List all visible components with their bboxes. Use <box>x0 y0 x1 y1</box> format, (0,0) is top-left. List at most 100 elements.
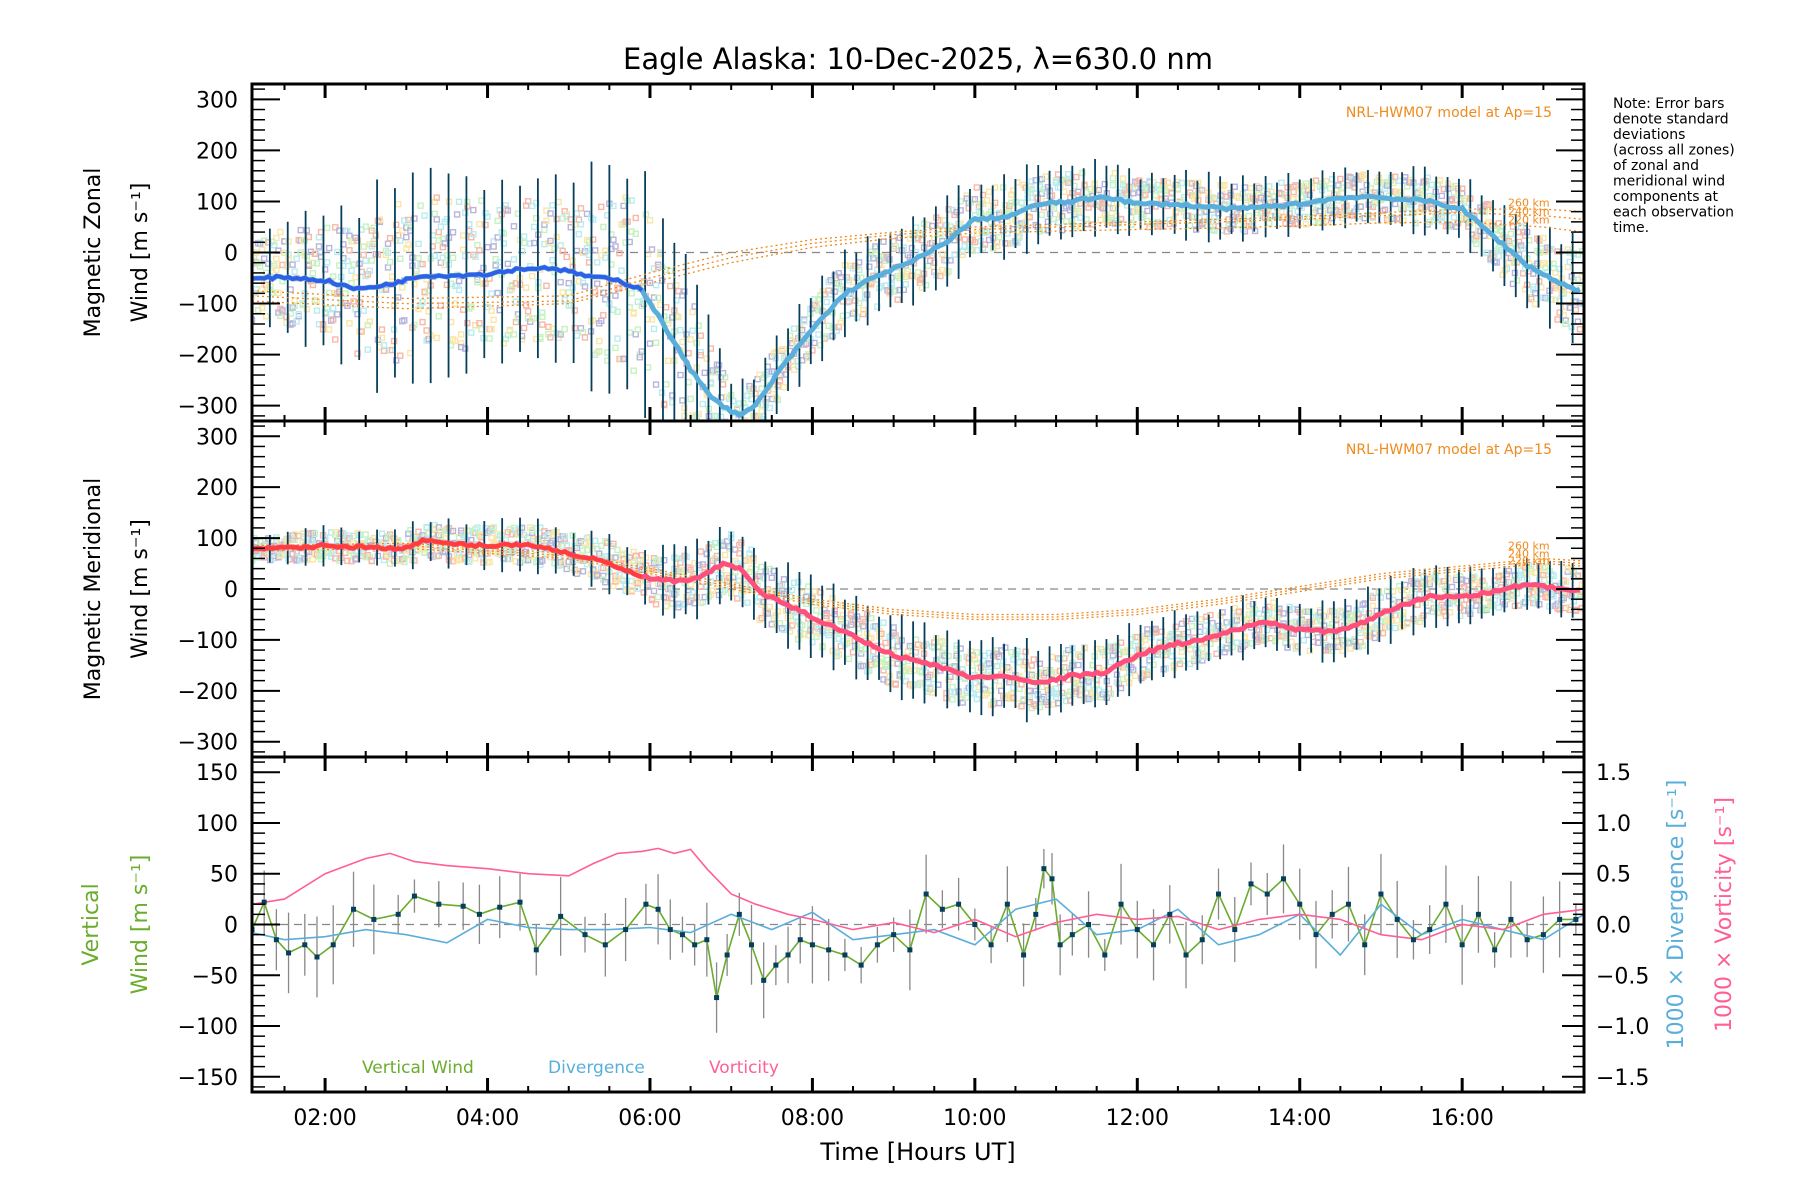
mean-wind-line <box>252 193 1581 418</box>
zone-point <box>1132 672 1139 680</box>
zone-point <box>1085 684 1092 692</box>
zone-point <box>451 300 459 307</box>
zone-point <box>596 337 603 345</box>
zone-point <box>894 296 901 303</box>
zone-point <box>1130 190 1137 197</box>
zone-point <box>325 326 333 333</box>
zone-point <box>1495 220 1502 227</box>
zone-point <box>547 237 554 245</box>
zone-point <box>327 311 335 318</box>
zone-point <box>441 240 449 247</box>
zone-point <box>660 401 668 409</box>
zone-point <box>1249 220 1257 227</box>
zone-point <box>1578 604 1584 612</box>
zone-point <box>1008 199 1015 206</box>
altitude-label: 260 km <box>1508 539 1550 552</box>
zone-point <box>1312 177 1320 184</box>
zone-point <box>847 294 855 301</box>
zone-point <box>681 404 688 412</box>
zone-point <box>403 234 410 241</box>
zone-point <box>1359 188 1366 195</box>
vertical-wind-point <box>773 962 779 968</box>
zone-point <box>598 203 605 211</box>
vertical-wind-point <box>1378 891 1384 897</box>
zone-point <box>737 430 742 435</box>
zone-point <box>378 334 386 342</box>
zone-point <box>1528 565 1535 573</box>
zone-point <box>656 301 664 309</box>
zone-point <box>725 422 730 427</box>
zone-point <box>1463 577 1470 585</box>
note-line: denote standard <box>1613 112 1729 128</box>
zone-point <box>520 233 528 240</box>
zone-point <box>583 245 591 252</box>
zone-point <box>557 331 564 338</box>
zone-point <box>1343 202 1350 210</box>
model-curve-220km <box>252 221 1584 310</box>
zone-point <box>508 281 516 289</box>
vertical-wind-point <box>842 952 848 958</box>
zone-point <box>1540 234 1547 242</box>
zone-point <box>423 327 430 334</box>
vertical-wind-point <box>476 911 482 917</box>
zone-point <box>291 536 298 544</box>
zone-point <box>490 243 497 250</box>
zone-point <box>914 641 922 648</box>
zone-point <box>744 599 751 606</box>
zone-point <box>912 224 920 231</box>
zone-point <box>1540 571 1547 579</box>
zone-point <box>721 586 729 593</box>
zone-point <box>297 226 304 234</box>
zone-point <box>1448 583 1456 591</box>
vertical-wind-point <box>1041 866 1047 872</box>
vertical-wind-point <box>907 947 913 953</box>
vertical-wind-point <box>1183 952 1189 958</box>
zone-point <box>600 312 607 319</box>
zone-point <box>654 263 662 271</box>
x-tick-label: 10:00 <box>943 1106 1006 1131</box>
zone-point <box>973 230 981 237</box>
zone-point <box>926 671 934 679</box>
zone-point <box>1513 259 1521 266</box>
vertical-wind-point <box>1049 876 1055 882</box>
zone-point <box>273 266 280 273</box>
zone-point <box>1414 183 1421 190</box>
zone-point <box>529 272 536 280</box>
zone-point <box>654 593 662 601</box>
zone-point <box>437 223 445 230</box>
zone-point <box>1077 214 1084 221</box>
altitude-label: 220 km <box>1508 213 1550 226</box>
zone-point <box>360 243 367 250</box>
y2-axis-label-divergence: 1000 × Divergence [s⁻¹] <box>1664 780 1689 1050</box>
zone-point <box>596 347 603 355</box>
zone-point <box>1050 215 1058 223</box>
zone-point <box>823 298 830 306</box>
zone-point <box>1079 169 1086 177</box>
zone-point <box>591 537 599 545</box>
zone-point <box>494 234 501 241</box>
zone-point <box>1306 191 1314 199</box>
zone-point <box>616 285 623 292</box>
zone-point <box>1550 260 1557 268</box>
zone-point <box>699 400 706 408</box>
zone-point <box>892 287 899 294</box>
zone-point <box>1505 237 1513 245</box>
zone-point <box>1050 669 1058 676</box>
zone-point <box>602 247 609 254</box>
y-tick-label: −150 <box>178 1066 238 1091</box>
zone-point <box>405 241 412 248</box>
vertical-wind-point <box>988 942 994 948</box>
zone-point <box>692 435 697 440</box>
zone-point <box>394 200 402 208</box>
zone-point <box>675 287 682 295</box>
zone-point <box>689 327 696 334</box>
y-tick-label: 300 <box>196 88 238 113</box>
zone-point <box>1485 201 1492 209</box>
zone-point <box>1572 306 1580 314</box>
zone-point <box>504 260 512 268</box>
zone-point <box>399 284 406 291</box>
vertical-wind-point <box>826 947 832 953</box>
zone-point <box>1042 173 1050 180</box>
y-tick-label: −200 <box>178 344 238 369</box>
vertical-wind-point <box>1264 891 1270 897</box>
